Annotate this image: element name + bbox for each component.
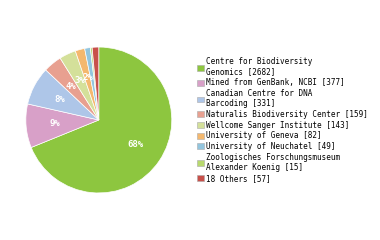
Text: 9%: 9%	[50, 119, 60, 128]
Wedge shape	[31, 47, 172, 193]
Text: 4%: 4%	[66, 82, 76, 91]
Wedge shape	[92, 47, 99, 120]
Legend: Centre for Biodiversity
Genomics [2682], Mined from GenBank, NCBI [377], Canadia: Centre for Biodiversity Genomics [2682],…	[198, 57, 368, 183]
Wedge shape	[60, 51, 99, 120]
Text: 68%: 68%	[127, 140, 143, 149]
Wedge shape	[28, 70, 99, 120]
Wedge shape	[26, 104, 99, 147]
Text: 2%: 2%	[82, 73, 93, 82]
Text: 8%: 8%	[55, 95, 65, 104]
Text: 3%: 3%	[74, 76, 86, 85]
Wedge shape	[46, 58, 99, 120]
Wedge shape	[75, 48, 99, 120]
Wedge shape	[85, 48, 99, 120]
Wedge shape	[90, 47, 99, 120]
